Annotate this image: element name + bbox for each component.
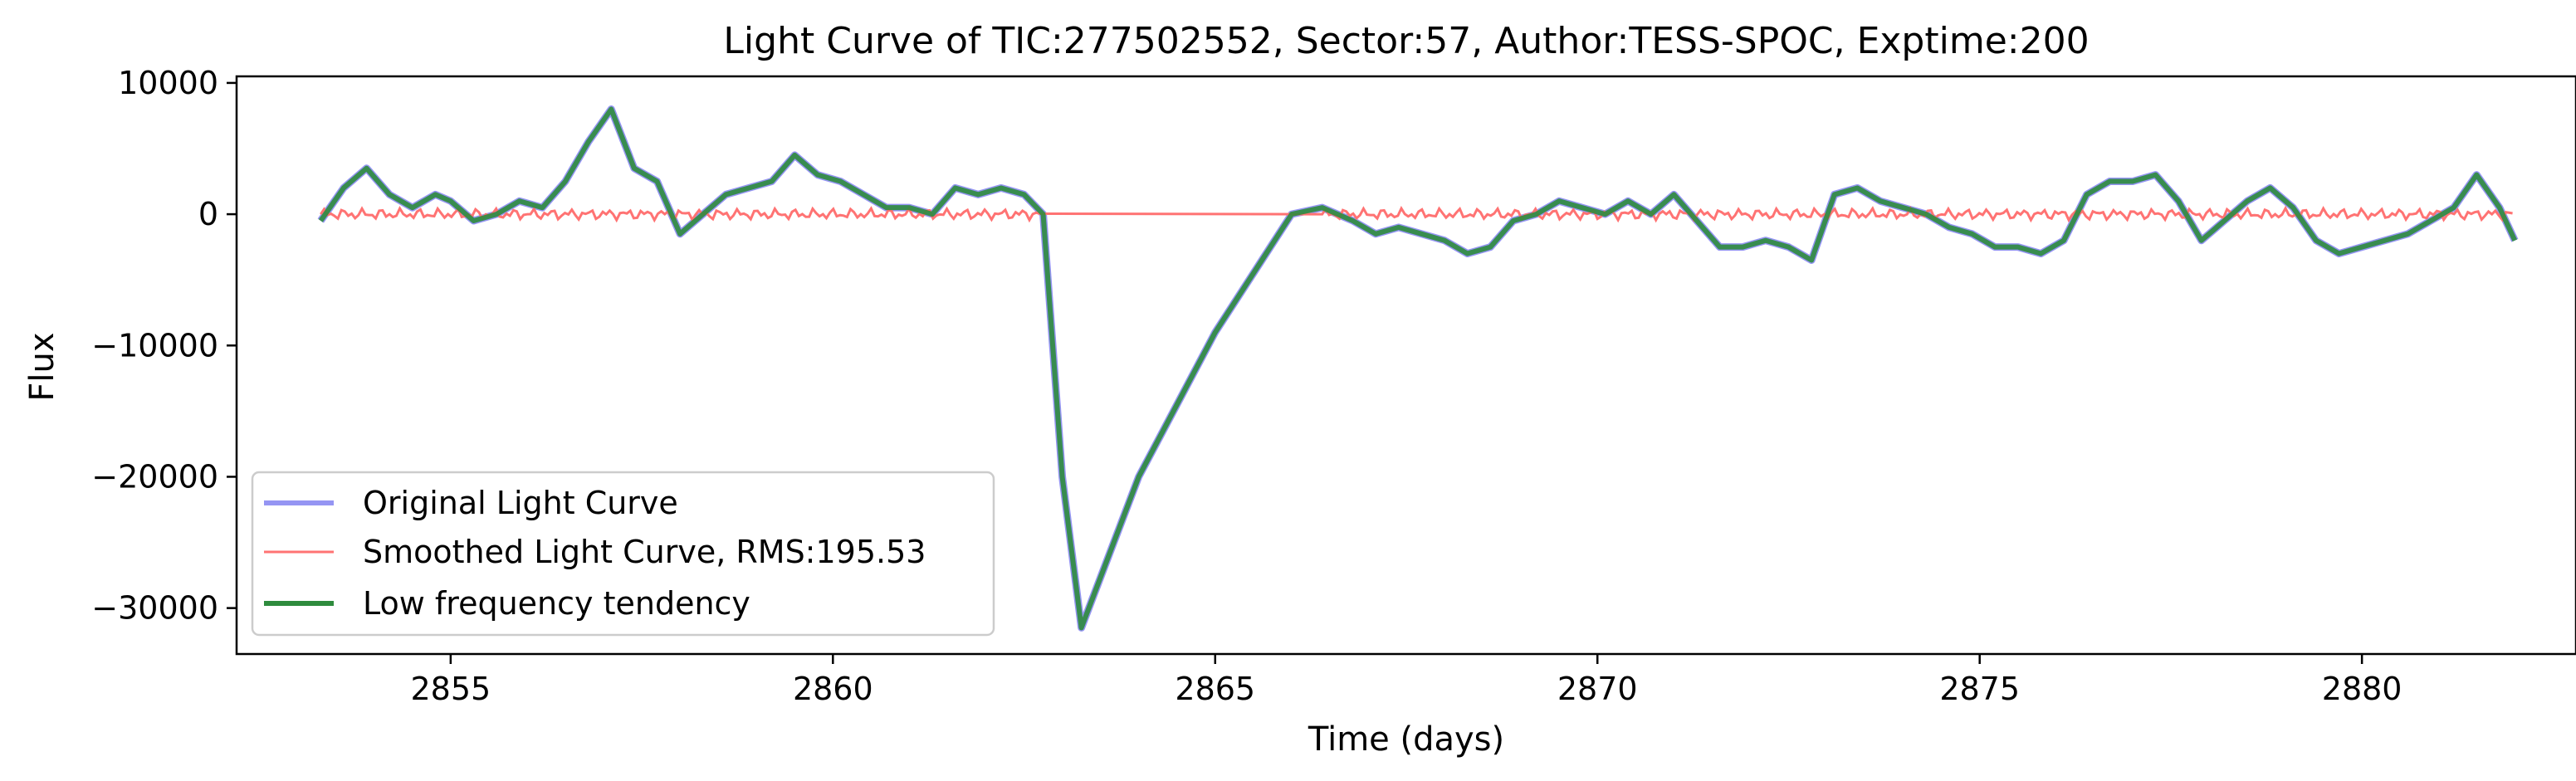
- legend: Original Light Curve Smoothed Light Curv…: [251, 471, 995, 637]
- y-tick-label: 0: [198, 196, 218, 232]
- y-tick-label: −20000: [91, 458, 218, 495]
- plot-area: [317, 105, 2519, 632]
- x-tick-label: 2880: [2322, 671, 2402, 707]
- y-tick-label: 10000: [118, 65, 218, 101]
- series-smoothed-light-curve: [320, 205, 2513, 223]
- line-low-frequency-tendency: [318, 106, 2518, 631]
- legend-box: [251, 471, 995, 637]
- x-tick-label: 2860: [793, 671, 873, 707]
- axes-frame: [235, 75, 2576, 656]
- x-axis-label: Time (days): [1308, 720, 1504, 759]
- chart-title: Light Curve of TIC:277502552, Sector:57,…: [723, 20, 2089, 62]
- y-axis-ticks: 10000 0 −10000 −20000 −30000: [91, 65, 237, 627]
- series-low-frequency-tendency: [318, 106, 2518, 631]
- legend-label-original: Original Light Curve: [363, 485, 678, 521]
- x-tick-label: 2875: [1939, 671, 2020, 707]
- y-axis-label: Flux: [23, 332, 61, 401]
- x-axis-ticks: 2855 2860 2865 2870 2875 2880: [410, 654, 2402, 707]
- x-tick-label: 2870: [1557, 671, 1638, 707]
- x-tick-label: 2855: [410, 671, 491, 707]
- legend-label-smoothed: Smoothed Light Curve, RMS:195.53: [363, 534, 926, 570]
- legend-label-trend: Low frequency tendency: [363, 585, 750, 622]
- line-smoothed-light-curve: [320, 205, 2513, 223]
- y-tick-label: −10000: [91, 327, 218, 364]
- x-tick-label: 2865: [1175, 671, 1255, 707]
- y-tick-label: −30000: [91, 590, 218, 627]
